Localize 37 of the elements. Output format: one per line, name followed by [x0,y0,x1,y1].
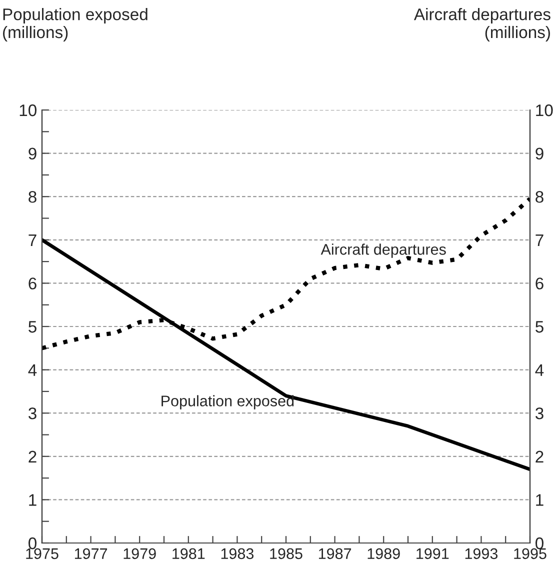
x-tick-label: 1987 [318,548,352,560]
x-tick-label: 1993 [465,548,498,560]
y2-tick-label: 5 [536,321,544,333]
y-tick-label: 0 [28,537,36,550]
x-tick-label: 1991 [416,548,449,560]
y2-tick-label: 6 [536,278,544,290]
x-tick-label: 1995 [514,548,546,560]
y2-tick-label: 8 [536,191,544,203]
x-tick-label: 1983 [221,548,254,560]
x-tick-label: 1981 [172,548,205,560]
y2-tick-label: 4 [535,364,544,376]
y-tick-label: 6 [28,278,36,290]
y-tick-label: 3 [28,408,36,420]
y2-tick-label: 7 [536,234,544,246]
x-tick-label: 1979 [124,548,156,560]
y-tick-label: 8 [28,191,36,203]
y2-tick-label: 1 [536,494,544,506]
x-tick-label: 1975 [26,548,58,560]
y2-axis-title: Aircraft departures (millions) [414,8,550,42]
y2-tick-label: 10 [536,104,553,116]
x-tick-label: 1977 [74,548,108,560]
y2-tick-label: 9 [536,148,544,160]
y2-tick-label: 2 [536,450,544,462]
x-tick-label: 1985 [270,548,302,560]
y-tick-label: 10 [20,104,36,116]
y-axis-title: Population exposed (millions) [3,8,148,42]
x-tick-label: 1989 [368,548,400,560]
y-tick-label: 2 [28,450,36,462]
annotation: Population exposed [162,395,294,410]
y-tick-label: 5 [28,321,36,333]
y-tick-label: 9 [28,148,36,160]
y2-tick-label: 3 [535,408,544,420]
y-tick-label: 4 [28,364,37,376]
y-tick-label: 7 [28,234,36,246]
y2-tick-label: 0 [536,537,544,550]
y-tick-label: 1 [29,494,36,506]
annotation: Aircraft departures [320,244,446,258]
